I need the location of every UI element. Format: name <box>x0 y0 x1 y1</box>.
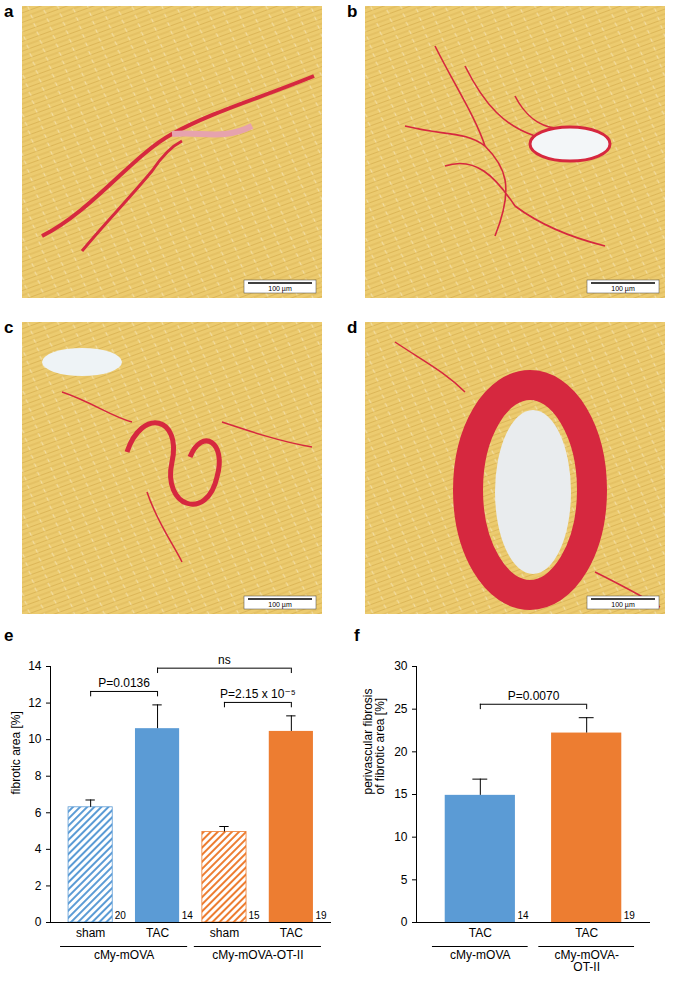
svg-text:P=2.15 x 10⁻⁵: P=2.15 x 10⁻⁵ <box>220 687 296 701</box>
svg-text:8: 8 <box>35 769 42 783</box>
svg-text:2: 2 <box>35 879 42 893</box>
svg-text:10: 10 <box>394 830 408 844</box>
svg-text:cMy-mOVA-OT-II: cMy-mOVA-OT-II <box>212 948 303 962</box>
svg-text:TAC: TAC <box>280 926 303 940</box>
svg-text:cMy-mOVA: cMy-mOVA <box>450 948 510 962</box>
html-text:c: c <box>4 318 14 337</box>
svg-text:19: 19 <box>315 910 327 921</box>
html-text:f: f <box>354 626 360 645</box>
svg-text:TAC: TAC <box>575 926 598 940</box>
svg-text:100 µm: 100 µm <box>611 601 635 609</box>
html-text:d: d <box>347 318 358 337</box>
svg-text:10: 10 <box>28 732 42 746</box>
svg-text:P=0.0070: P=0.0070 <box>508 689 560 703</box>
svg-text:15: 15 <box>394 787 408 801</box>
svg-text:15: 15 <box>249 910 261 921</box>
svg-text:cMy-mOVA-OT-II: cMy-mOVA-OT-II <box>554 948 618 974</box>
svg-text:5: 5 <box>401 873 408 887</box>
svg-text:14: 14 <box>28 659 42 673</box>
svg-text:TAC: TAC <box>469 926 492 940</box>
svg-text:14: 14 <box>517 910 529 921</box>
svg-text:perivascular fibrosisof fibrot: perivascular fibrosisof fibrotic area [%… <box>361 688 387 794</box>
svg-text:12: 12 <box>28 696 42 710</box>
svg-text:cMy-mOVA: cMy-mOVA <box>94 948 154 962</box>
svg-text:4: 4 <box>35 842 42 856</box>
svg-text:20: 20 <box>115 910 127 921</box>
html-text:a: a <box>4 2 14 21</box>
svg-text:fibrotic area [%]: fibrotic area [%] <box>9 711 23 794</box>
html-text:b: b <box>347 2 358 21</box>
svg-text:TAC: TAC <box>146 926 169 940</box>
html-text:e: e <box>4 626 14 645</box>
svg-text:0: 0 <box>35 915 42 929</box>
svg-text:0: 0 <box>401 915 408 929</box>
svg-text:P=0.0136: P=0.0136 <box>98 676 150 690</box>
svg-text:100 µm: 100 µm <box>611 285 635 293</box>
svg-text:sham: sham <box>76 926 105 940</box>
svg-text:25: 25 <box>394 702 408 716</box>
svg-text:14: 14 <box>182 910 194 921</box>
svg-text:sham: sham <box>210 926 239 940</box>
svg-text:30: 30 <box>394 659 408 673</box>
svg-text:100 µm: 100 µm <box>268 601 292 609</box>
svg-text:100 µm: 100 µm <box>268 285 292 293</box>
svg-text:19: 19 <box>624 910 636 921</box>
svg-text:6: 6 <box>35 806 42 820</box>
svg-text:20: 20 <box>394 745 408 759</box>
svg-text:ns: ns <box>218 653 231 667</box>
